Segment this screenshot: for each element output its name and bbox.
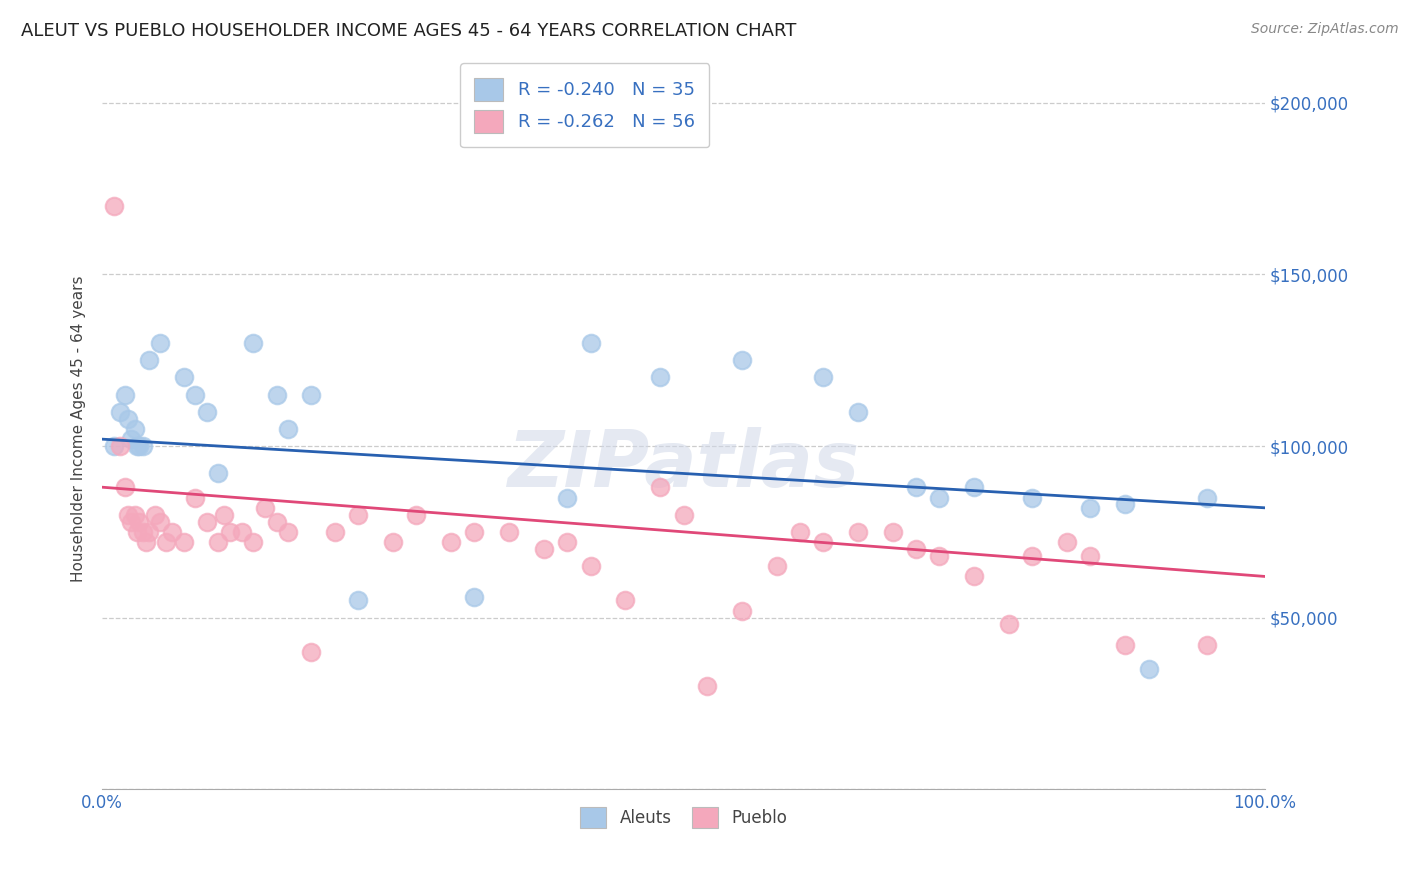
Point bbox=[579, 336, 602, 351]
Point bbox=[253, 500, 276, 515]
Point bbox=[128, 439, 150, 453]
Legend: Aleuts, Pueblo: Aleuts, Pueblo bbox=[572, 800, 794, 835]
Point bbox=[277, 524, 299, 539]
Y-axis label: Householder Income Ages 45 - 64 years: Householder Income Ages 45 - 64 years bbox=[72, 276, 86, 582]
Point bbox=[120, 432, 142, 446]
Text: ALEUT VS PUEBLO HOUSEHOLDER INCOME AGES 45 - 64 YEARS CORRELATION CHART: ALEUT VS PUEBLO HOUSEHOLDER INCOME AGES … bbox=[21, 22, 796, 40]
Point bbox=[1137, 662, 1160, 676]
Point bbox=[650, 480, 672, 494]
Point bbox=[347, 593, 370, 607]
Point bbox=[184, 491, 207, 505]
Point bbox=[765, 559, 787, 574]
Point bbox=[149, 515, 172, 529]
Point bbox=[108, 405, 131, 419]
Point bbox=[127, 439, 149, 453]
Point bbox=[128, 515, 150, 529]
Point bbox=[1021, 491, 1043, 505]
Point bbox=[696, 679, 718, 693]
Point bbox=[160, 524, 183, 539]
Point bbox=[463, 524, 485, 539]
Point bbox=[132, 439, 155, 453]
Point bbox=[1114, 497, 1136, 511]
Point bbox=[103, 439, 125, 453]
Point bbox=[231, 524, 253, 539]
Point bbox=[905, 541, 928, 556]
Point bbox=[614, 593, 637, 607]
Point bbox=[1195, 638, 1218, 652]
Point bbox=[135, 535, 157, 549]
Point bbox=[195, 405, 218, 419]
Point bbox=[1080, 500, 1102, 515]
Point bbox=[103, 199, 125, 213]
Point bbox=[1114, 638, 1136, 652]
Point bbox=[672, 508, 695, 522]
Point bbox=[1080, 549, 1102, 563]
Point bbox=[928, 549, 950, 563]
Point bbox=[1056, 535, 1078, 549]
Point bbox=[117, 508, 139, 522]
Text: ZIPatlas: ZIPatlas bbox=[508, 427, 859, 503]
Point bbox=[905, 480, 928, 494]
Point bbox=[963, 569, 986, 583]
Point bbox=[1195, 491, 1218, 505]
Point bbox=[928, 491, 950, 505]
Point bbox=[811, 535, 834, 549]
Point bbox=[789, 524, 811, 539]
Point bbox=[277, 422, 299, 436]
Point bbox=[138, 524, 160, 539]
Point bbox=[730, 353, 752, 368]
Point bbox=[650, 370, 672, 384]
Point bbox=[149, 336, 172, 351]
Point bbox=[1021, 549, 1043, 563]
Point bbox=[184, 387, 207, 401]
Point bbox=[242, 336, 264, 351]
Point bbox=[347, 508, 370, 522]
Point bbox=[555, 491, 578, 505]
Point bbox=[219, 524, 242, 539]
Point bbox=[266, 387, 288, 401]
Point bbox=[207, 467, 229, 481]
Point bbox=[127, 524, 149, 539]
Point bbox=[108, 439, 131, 453]
Point bbox=[811, 370, 834, 384]
Point bbox=[463, 590, 485, 604]
Point bbox=[998, 617, 1021, 632]
Point bbox=[117, 411, 139, 425]
Point bbox=[114, 480, 136, 494]
Point bbox=[301, 387, 323, 401]
Point bbox=[301, 645, 323, 659]
Point bbox=[963, 480, 986, 494]
Point bbox=[323, 524, 346, 539]
Point bbox=[173, 370, 195, 384]
Point bbox=[846, 405, 869, 419]
Point bbox=[533, 541, 555, 556]
Point bbox=[143, 508, 166, 522]
Point bbox=[440, 535, 463, 549]
Point bbox=[730, 604, 752, 618]
Point bbox=[124, 422, 146, 436]
Point bbox=[242, 535, 264, 549]
Text: Source: ZipAtlas.com: Source: ZipAtlas.com bbox=[1251, 22, 1399, 37]
Point bbox=[498, 524, 520, 539]
Point bbox=[114, 387, 136, 401]
Point bbox=[214, 508, 236, 522]
Point bbox=[405, 508, 427, 522]
Point bbox=[173, 535, 195, 549]
Point bbox=[381, 535, 404, 549]
Point bbox=[120, 515, 142, 529]
Point bbox=[195, 515, 218, 529]
Point bbox=[124, 508, 146, 522]
Point bbox=[266, 515, 288, 529]
Point bbox=[138, 353, 160, 368]
Point bbox=[882, 524, 904, 539]
Point bbox=[846, 524, 869, 539]
Point bbox=[579, 559, 602, 574]
Point bbox=[155, 535, 177, 549]
Point bbox=[555, 535, 578, 549]
Point bbox=[132, 524, 155, 539]
Point bbox=[207, 535, 229, 549]
